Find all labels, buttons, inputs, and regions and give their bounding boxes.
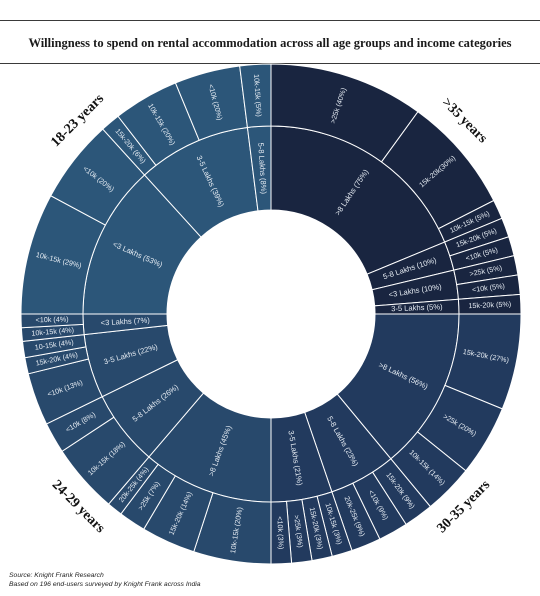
budget-label-24-29-3: <3 Lakhs (7%) <box>100 316 150 328</box>
income-label-35-2-1: <10k (5%) <box>472 281 506 294</box>
survey-note: Based on 196 end-users surveyed by Knigh… <box>9 581 201 588</box>
budget-label-35-3: 3-5 Lakhs (5%) <box>391 302 443 313</box>
title-rule <box>0 63 540 64</box>
income-label-30-35-2-3: <10k (3%) <box>275 516 285 549</box>
source-note: Source: Knight Frank Research <box>9 572 104 579</box>
budget-label-18-23-2: 5-8 Lakhs (8%) <box>256 142 268 194</box>
income-label-24-29-3-0: 10k-15k (4%) <box>31 325 74 337</box>
income-label-24-29-3-1: <10k (4%) <box>35 314 68 324</box>
income-label-18-23-2-0: 10k-15k (5%) <box>252 74 264 117</box>
income-segment-18-23-2-0[interactable] <box>239 63 272 129</box>
chart-title: Willingness to spend on rental accommoda… <box>28 36 512 50</box>
income-label-30-35-2-2: >25k (3%) <box>292 514 305 548</box>
income-label-35-3-0: 15k-20k (5%) <box>468 299 511 310</box>
top-rule <box>0 20 540 21</box>
